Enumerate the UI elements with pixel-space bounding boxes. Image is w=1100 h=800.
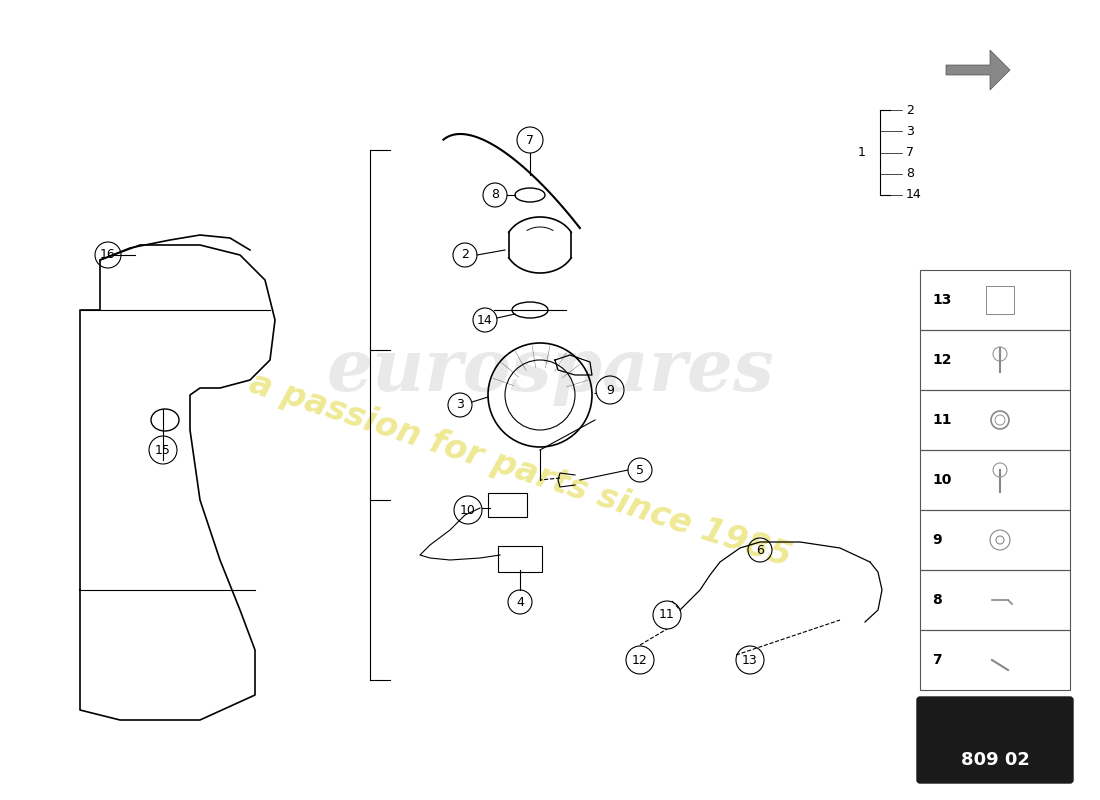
Text: 2: 2 [906,103,914,117]
Text: 9: 9 [932,533,942,547]
Text: 11: 11 [932,413,952,427]
Text: 7: 7 [906,146,914,159]
Text: 15: 15 [155,443,170,457]
FancyBboxPatch shape [917,697,1072,783]
Text: 9: 9 [606,383,614,397]
Bar [920,330,1070,390]
Text: 12: 12 [632,654,648,666]
Text: 8: 8 [932,593,942,607]
Text: 14: 14 [906,189,922,202]
Text: 3: 3 [456,398,464,411]
Text: 13: 13 [932,293,952,307]
Bar [920,450,1070,510]
Bar [920,390,1070,450]
Text: 7: 7 [526,134,534,146]
Bar [920,510,1070,570]
Text: 13: 13 [742,654,758,666]
Text: 8: 8 [906,167,914,180]
Text: 12: 12 [932,353,952,367]
Text: 4: 4 [516,595,524,609]
Bar [920,270,1070,330]
Text: a passion for parts since 1985: a passion for parts since 1985 [245,366,795,574]
Polygon shape [946,50,1010,90]
Text: 10: 10 [460,503,476,517]
Text: 16: 16 [100,249,116,262]
Bar [920,630,1070,690]
Text: 2: 2 [461,249,469,262]
Text: 6: 6 [756,543,763,557]
Bar [920,570,1070,630]
Text: 14: 14 [477,314,493,326]
Text: eurospares: eurospares [327,334,773,406]
Text: 809 02: 809 02 [960,751,1030,769]
Text: 10: 10 [932,473,952,487]
Text: 8: 8 [491,189,499,202]
Text: 7: 7 [932,653,942,667]
Text: 3: 3 [906,125,914,138]
Text: 5: 5 [636,463,644,477]
Text: 1: 1 [858,146,866,159]
Text: 11: 11 [659,609,675,622]
